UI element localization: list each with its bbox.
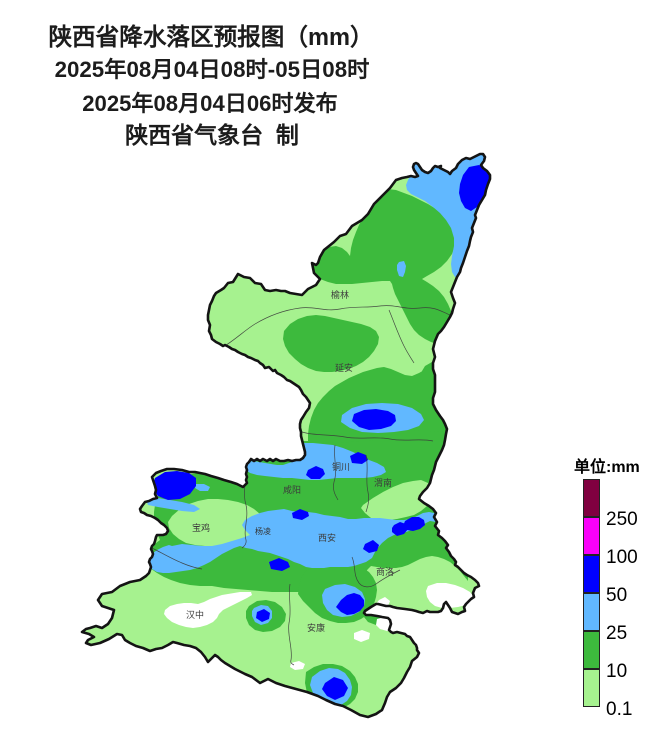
svg-text:铜川: 铜川 xyxy=(332,461,350,472)
svg-text:杨凌: 杨凌 xyxy=(255,526,271,536)
svg-text:汉中: 汉中 xyxy=(186,609,204,620)
svg-text:咸阳: 咸阳 xyxy=(283,484,301,495)
svg-text:安康: 安康 xyxy=(307,622,325,633)
svg-text:宝鸡: 宝鸡 xyxy=(192,522,210,533)
svg-text:榆林: 榆林 xyxy=(331,289,349,300)
svg-text:西安: 西安 xyxy=(318,532,336,543)
svg-text:商洛: 商洛 xyxy=(376,566,394,577)
svg-text:渭南: 渭南 xyxy=(374,477,392,488)
svg-text:延安: 延安 xyxy=(335,362,353,373)
